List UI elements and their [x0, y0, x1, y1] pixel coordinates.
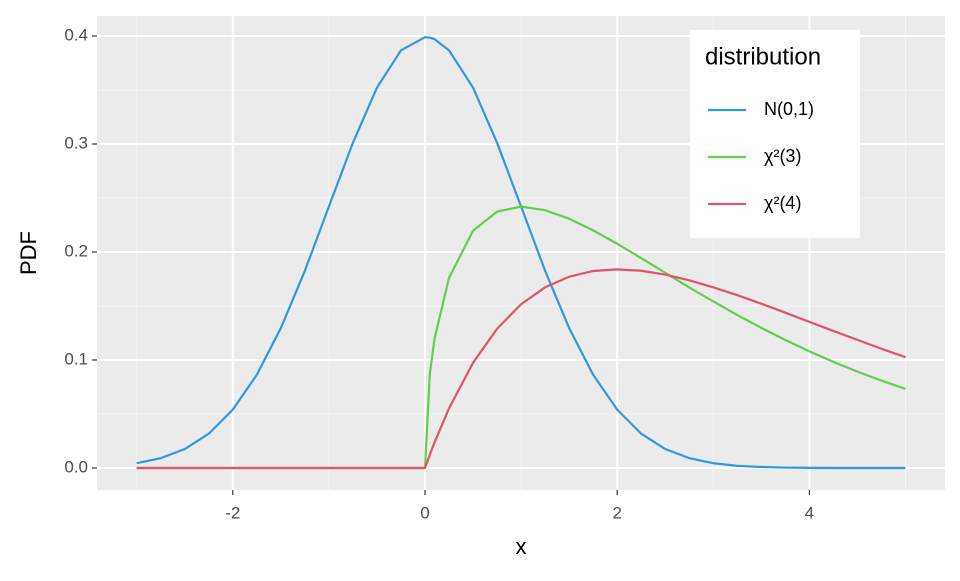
legend-label: N(0,1) [764, 99, 814, 119]
legend: distribution N(0,1) χ²(3) χ²(4) [690, 30, 860, 238]
y-tick-label: 0.4 [64, 25, 88, 44]
y-tick-label: 0.3 [64, 133, 88, 152]
series-line [136, 268, 906, 470]
y-tick-label: 0.1 [64, 349, 88, 368]
lines [136, 36, 906, 470]
series-line [136, 36, 906, 470]
y-tick-label: 0.2 [64, 241, 88, 260]
x-axis-title: x [516, 534, 527, 559]
legend-title: distribution [705, 43, 821, 70]
y-tick-label: 0.0 [64, 457, 88, 476]
x-tick-label: 2 [612, 503, 621, 522]
legend-label: χ²(3) [764, 146, 801, 166]
x-tick-label: -2 [225, 503, 240, 522]
axes: 0.0 0.1 0.2 0.3 0.4 -2 0 2 4 [64, 25, 814, 522]
x-tick-label: 0 [420, 503, 429, 522]
x-tick-label: 4 [805, 503, 814, 522]
legend-label: χ²(4) [764, 193, 801, 213]
y-axis-title: PDF [16, 231, 41, 275]
